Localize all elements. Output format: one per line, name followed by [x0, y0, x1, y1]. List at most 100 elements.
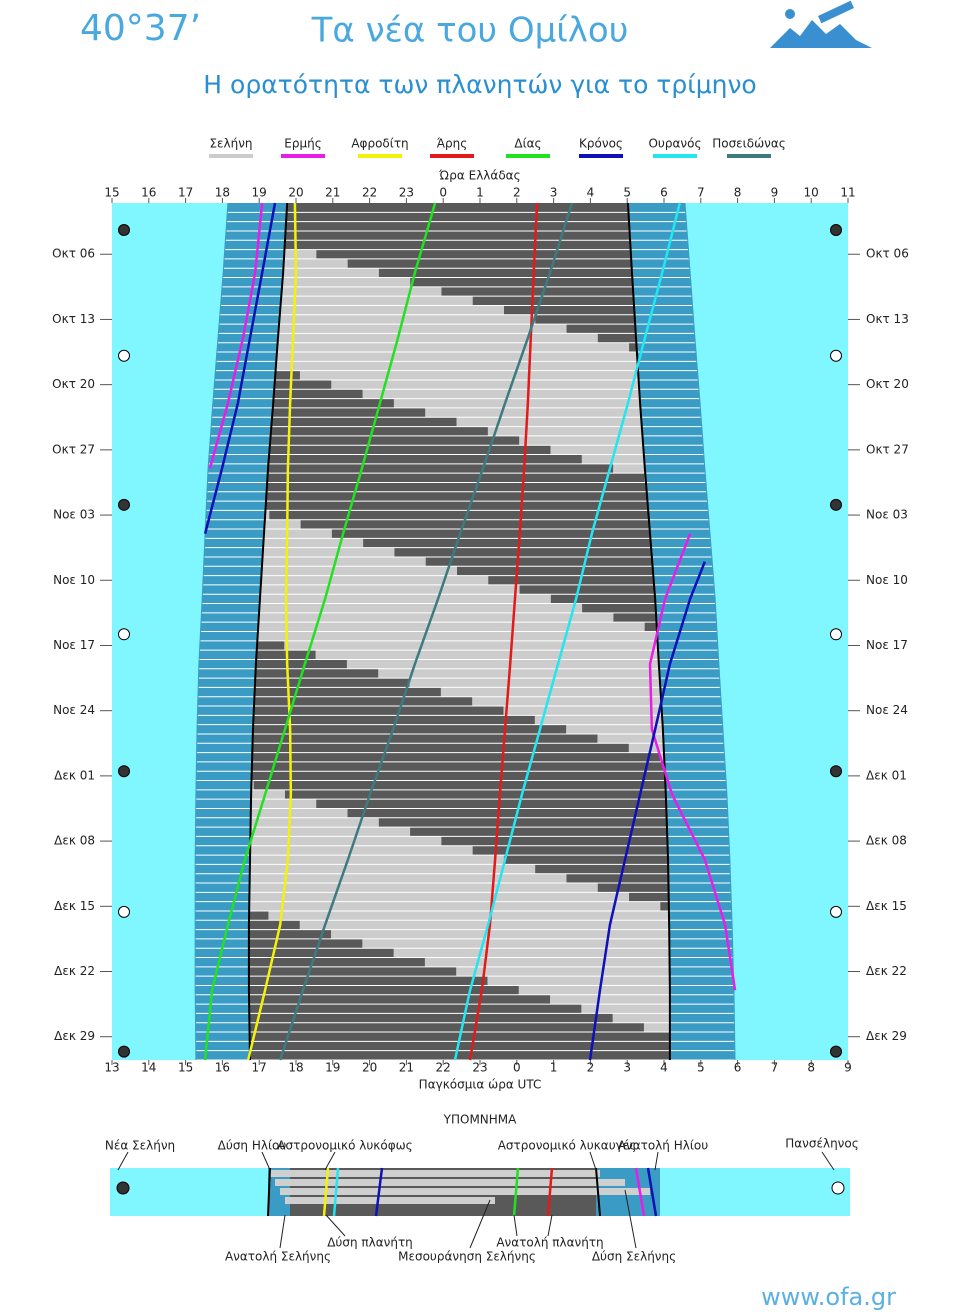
- y-tick-label: Δεκ 22: [866, 964, 907, 978]
- x2-tick-label: 1: [476, 186, 484, 200]
- legend-swatch: [430, 154, 474, 158]
- y-tick-label: Νοε 17: [866, 638, 908, 652]
- moon-up: [249, 892, 630, 902]
- pointer: [325, 1214, 346, 1237]
- pointer: [547, 1214, 553, 1237]
- key-planet: [546, 1167, 554, 1217]
- logo-telescope: [817, 0, 855, 24]
- sunset-line: [194, 202, 229, 1061]
- full-moon: [830, 349, 842, 362]
- y-tick-label: Οκτ 20: [52, 377, 95, 391]
- key-label: Μεσουράνηση Σελήνης: [398, 1250, 536, 1264]
- moon-up: [259, 603, 583, 613]
- legend-label: Αφροδίτη: [351, 137, 408, 151]
- moon-up: [281, 286, 442, 297]
- moon-up: [263, 529, 332, 539]
- moon-up: [487, 426, 643, 436]
- x-tick-label: 17: [252, 1061, 267, 1075]
- moon-up: [284, 249, 317, 259]
- new-moon: [118, 765, 130, 778]
- key-dawn: [595, 1167, 601, 1217]
- legend-swatch: [579, 154, 623, 158]
- x2-tick-label: 3: [550, 186, 558, 200]
- x2-tick-label: 10: [804, 186, 819, 200]
- pointer: [821, 1151, 835, 1171]
- x2-tick-label: 21: [325, 186, 340, 200]
- moon-up: [362, 938, 670, 949]
- key-planet: [322, 1167, 330, 1217]
- x-tick-label: 6: [734, 1061, 742, 1075]
- moon-up: [250, 808, 348, 818]
- moon-up: [258, 612, 614, 623]
- new-moon: [118, 224, 130, 237]
- key-planet: [634, 1167, 646, 1217]
- x-tick-label: 20: [362, 1061, 377, 1075]
- key-planet: [374, 1167, 384, 1217]
- legend-swatch: [506, 154, 550, 158]
- new-moon: [118, 1045, 130, 1058]
- legend-swatch: [653, 154, 697, 158]
- planet-line: [453, 202, 682, 1061]
- key-moon-row: [280, 1188, 650, 1195]
- y-tick-label: Νοε 03: [866, 508, 908, 522]
- moon-up: [346, 659, 659, 669]
- logo: [770, 0, 872, 48]
- key-label: Δύση πλανήτη: [327, 1236, 413, 1250]
- x-tick-label: 3: [623, 1061, 631, 1075]
- x2-tick-label: 20: [288, 186, 303, 200]
- moon-up: [260, 584, 520, 595]
- x-tick-label: 7: [771, 1061, 779, 1075]
- moon-up: [315, 650, 659, 660]
- legend-label: Σελήνη: [209, 137, 252, 151]
- moon-up: [262, 547, 395, 557]
- moon-up: [262, 556, 426, 567]
- moon-up: [251, 780, 254, 790]
- moon-up: [393, 398, 641, 408]
- planet-line: [588, 561, 707, 1061]
- x2-tick-label: 17: [178, 186, 193, 200]
- x2-tick-label: 22: [362, 186, 377, 200]
- moon-up: [278, 324, 567, 334]
- pointer: [469, 1199, 491, 1249]
- y-tick-label: Οκτ 27: [52, 442, 95, 456]
- full-moon: [118, 905, 130, 918]
- moon-up: [276, 352, 638, 362]
- pointer: [261, 1151, 271, 1171]
- y-tick-label: Νοε 10: [53, 573, 95, 587]
- moon-up: [472, 696, 662, 707]
- key-moon-row: [270, 1170, 600, 1177]
- legend-label: Ποσειδώνας: [712, 137, 786, 151]
- moon-up: [409, 678, 661, 688]
- x2-tick-label: 4: [587, 186, 595, 200]
- key-planet: [332, 1167, 340, 1217]
- y-tick-label: Δεκ 22: [54, 964, 95, 978]
- x2-tick-label: 16: [141, 186, 156, 200]
- x-tick-label: 21: [399, 1061, 414, 1075]
- dusk-line: [247, 202, 289, 1061]
- moon-up: [282, 277, 411, 287]
- moon-up: [250, 827, 411, 837]
- legend-swatch: [727, 154, 771, 158]
- y-tick-label: Νοε 03: [53, 508, 95, 522]
- moon-up: [249, 883, 598, 893]
- legend-swatch: [209, 154, 253, 158]
- legend-label: Δίας: [514, 137, 541, 151]
- moon-up: [257, 631, 658, 641]
- logo-shape: [770, 20, 872, 48]
- key-full-moon: [831, 1181, 845, 1195]
- legend-label: Άρης: [437, 137, 468, 151]
- x-tick-label: 1: [550, 1061, 558, 1075]
- planet-line: [246, 202, 298, 1061]
- moon-up: [265, 510, 270, 520]
- moon-up: [503, 706, 662, 716]
- x2-tick-label: 19: [252, 186, 267, 200]
- logo-star: [785, 9, 795, 19]
- moon-up: [250, 799, 317, 809]
- moon-up: [263, 538, 364, 548]
- pointer: [589, 1151, 597, 1171]
- moon-up: [299, 370, 639, 380]
- moon-up: [277, 333, 598, 343]
- y-tick-label: Οκτ 06: [866, 247, 909, 261]
- legend-label: Κρόνος: [579, 137, 623, 151]
- x2-tick-label: 9: [771, 186, 779, 200]
